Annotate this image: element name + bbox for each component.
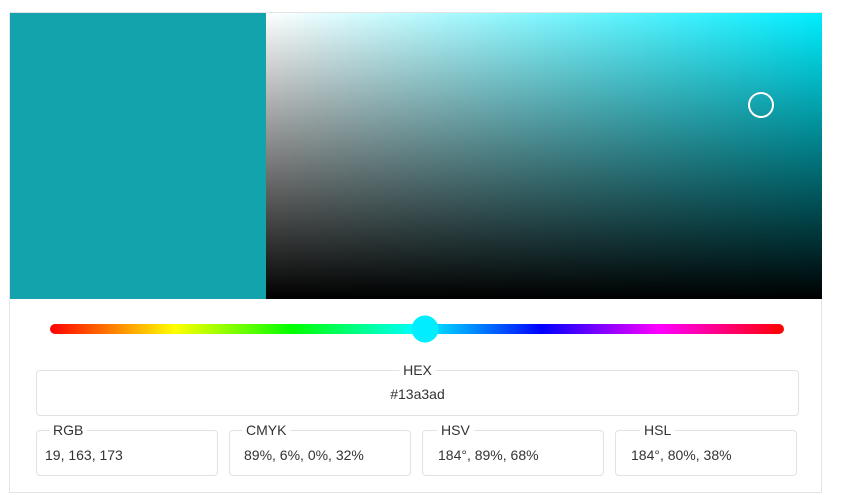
rgb-value[interactable]: 19, 163, 173 [45,447,123,463]
cmyk-label: CMYK [242,422,291,438]
rgb-label: RGB [49,422,88,438]
hex-field[interactable]: HEX #13a3ad [36,362,799,416]
hsv-value[interactable]: 184°, 89%, 68% [438,447,539,463]
saturation-value-area[interactable] [266,13,822,299]
hex-label: HEX [399,362,436,378]
cmyk-value[interactable]: 89%, 6%, 0%, 32% [244,447,364,463]
color-picker: HEX #13a3ad RGB 19, 163, 173 CMYK 89%, 6… [9,12,822,493]
hue-slider[interactable] [50,315,784,343]
hsl-value[interactable]: 184°, 80%, 38% [631,447,732,463]
hsl-field[interactable]: HSL 184°, 80%, 38% [615,422,797,476]
value-gradient [266,13,822,299]
hue-slider-thumb[interactable] [411,315,439,343]
color-preview-swatch [10,13,266,299]
hsl-label: HSL [640,422,676,438]
rgb-field[interactable]: RGB 19, 163, 173 [36,422,218,476]
hex-value[interactable]: #13a3ad [390,386,445,402]
saturation-value-handle[interactable] [747,91,774,118]
hsv-field[interactable]: HSV 184°, 89%, 68% [422,422,604,476]
cmyk-field[interactable]: CMYK 89%, 6%, 0%, 32% [229,422,411,476]
hsv-label: HSV [437,422,474,438]
